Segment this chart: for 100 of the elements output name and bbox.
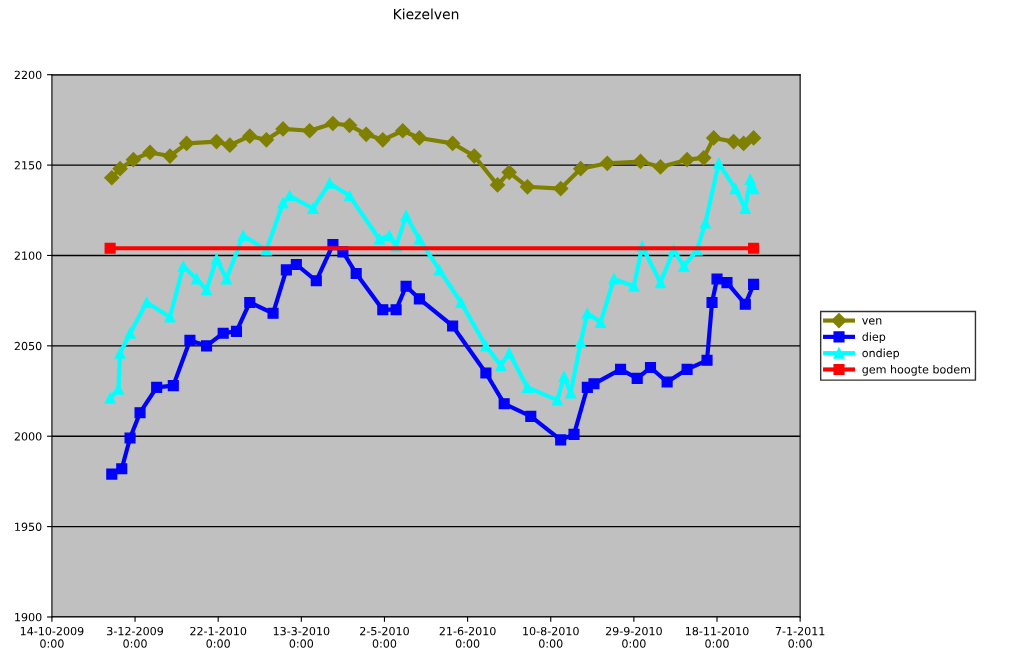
point <box>681 363 693 375</box>
point <box>706 296 718 309</box>
point <box>519 179 536 195</box>
point <box>307 202 319 215</box>
x-tick-label: 18-11-2010 0:00 <box>685 626 749 648</box>
point <box>230 325 243 337</box>
point <box>104 242 116 254</box>
legend-label: ondiep <box>862 348 900 360</box>
point <box>480 340 492 352</box>
point <box>325 115 341 132</box>
point <box>275 121 291 137</box>
point <box>114 347 126 359</box>
point <box>390 304 402 316</box>
point <box>164 311 176 323</box>
point <box>104 392 116 404</box>
x-tick-label: 7-1-2011 0:00 <box>775 626 825 648</box>
point <box>588 378 600 390</box>
point <box>162 148 178 164</box>
point <box>455 296 467 309</box>
point <box>142 144 158 160</box>
x-tick-label: 3-12-2009 0:00 <box>107 626 164 648</box>
point <box>433 264 445 276</box>
point <box>748 278 760 290</box>
point <box>179 135 195 151</box>
point <box>599 155 615 171</box>
point <box>711 273 723 285</box>
point <box>377 304 389 316</box>
point <box>608 273 620 285</box>
point <box>112 161 128 177</box>
point <box>498 398 510 410</box>
point <box>696 150 712 166</box>
x-tick-label: 10-8-2010 0:00 <box>523 626 579 648</box>
x-tick-label: 22-1-2010 0:00 <box>190 626 247 648</box>
point <box>395 123 411 139</box>
point <box>631 372 643 384</box>
chart-title: Kiezelven <box>394 8 459 20</box>
point <box>721 277 733 289</box>
point <box>447 320 459 332</box>
legend-label: gem hoogte bodem <box>862 364 971 376</box>
point <box>350 267 362 280</box>
point <box>151 381 163 393</box>
point <box>177 260 189 272</box>
point <box>615 363 627 375</box>
point <box>595 316 607 328</box>
point <box>134 407 146 419</box>
point <box>277 197 289 209</box>
point <box>652 159 669 175</box>
point <box>573 161 589 177</box>
point <box>400 210 412 222</box>
point <box>383 230 396 242</box>
y-tick-label: 1950 <box>15 522 42 531</box>
point <box>706 130 722 146</box>
point <box>375 132 391 148</box>
point <box>411 130 427 146</box>
point <box>568 428 580 440</box>
point <box>104 170 120 186</box>
point <box>551 394 563 406</box>
point <box>167 380 179 392</box>
point <box>480 367 492 379</box>
point <box>445 135 461 151</box>
y-tick-label: 2000 <box>14 432 42 441</box>
point <box>220 273 233 285</box>
legend-label: ven <box>862 318 882 325</box>
point <box>200 340 213 352</box>
point <box>746 130 762 146</box>
point <box>521 381 534 393</box>
point <box>661 376 673 388</box>
point <box>343 190 356 202</box>
point <box>244 296 256 309</box>
point <box>302 123 318 139</box>
point <box>678 260 690 272</box>
point <box>280 264 292 276</box>
point <box>644 361 657 374</box>
y-tick-label: 2050 <box>14 341 42 351</box>
point <box>503 347 515 359</box>
point <box>237 230 249 242</box>
point <box>525 410 537 422</box>
y-tick-label: 2200 <box>14 70 42 80</box>
point <box>413 233 425 245</box>
point <box>200 284 213 296</box>
point <box>358 126 374 142</box>
point <box>679 152 695 168</box>
point <box>242 128 258 144</box>
point <box>400 280 412 292</box>
point <box>258 132 274 148</box>
point <box>373 233 386 245</box>
point <box>489 177 506 193</box>
point <box>124 432 136 444</box>
point <box>581 307 593 319</box>
point <box>501 164 517 180</box>
point <box>555 434 567 446</box>
point <box>284 190 296 202</box>
point <box>553 181 569 197</box>
point <box>713 157 725 169</box>
x-tick-label: 2-5-2010 0:00 <box>360 626 409 648</box>
x-tick-label: 14-10-2009 0:00 <box>20 626 84 648</box>
point <box>413 293 425 305</box>
point <box>290 258 302 271</box>
y-tick-label: 1900 <box>15 612 42 622</box>
point <box>495 360 507 372</box>
